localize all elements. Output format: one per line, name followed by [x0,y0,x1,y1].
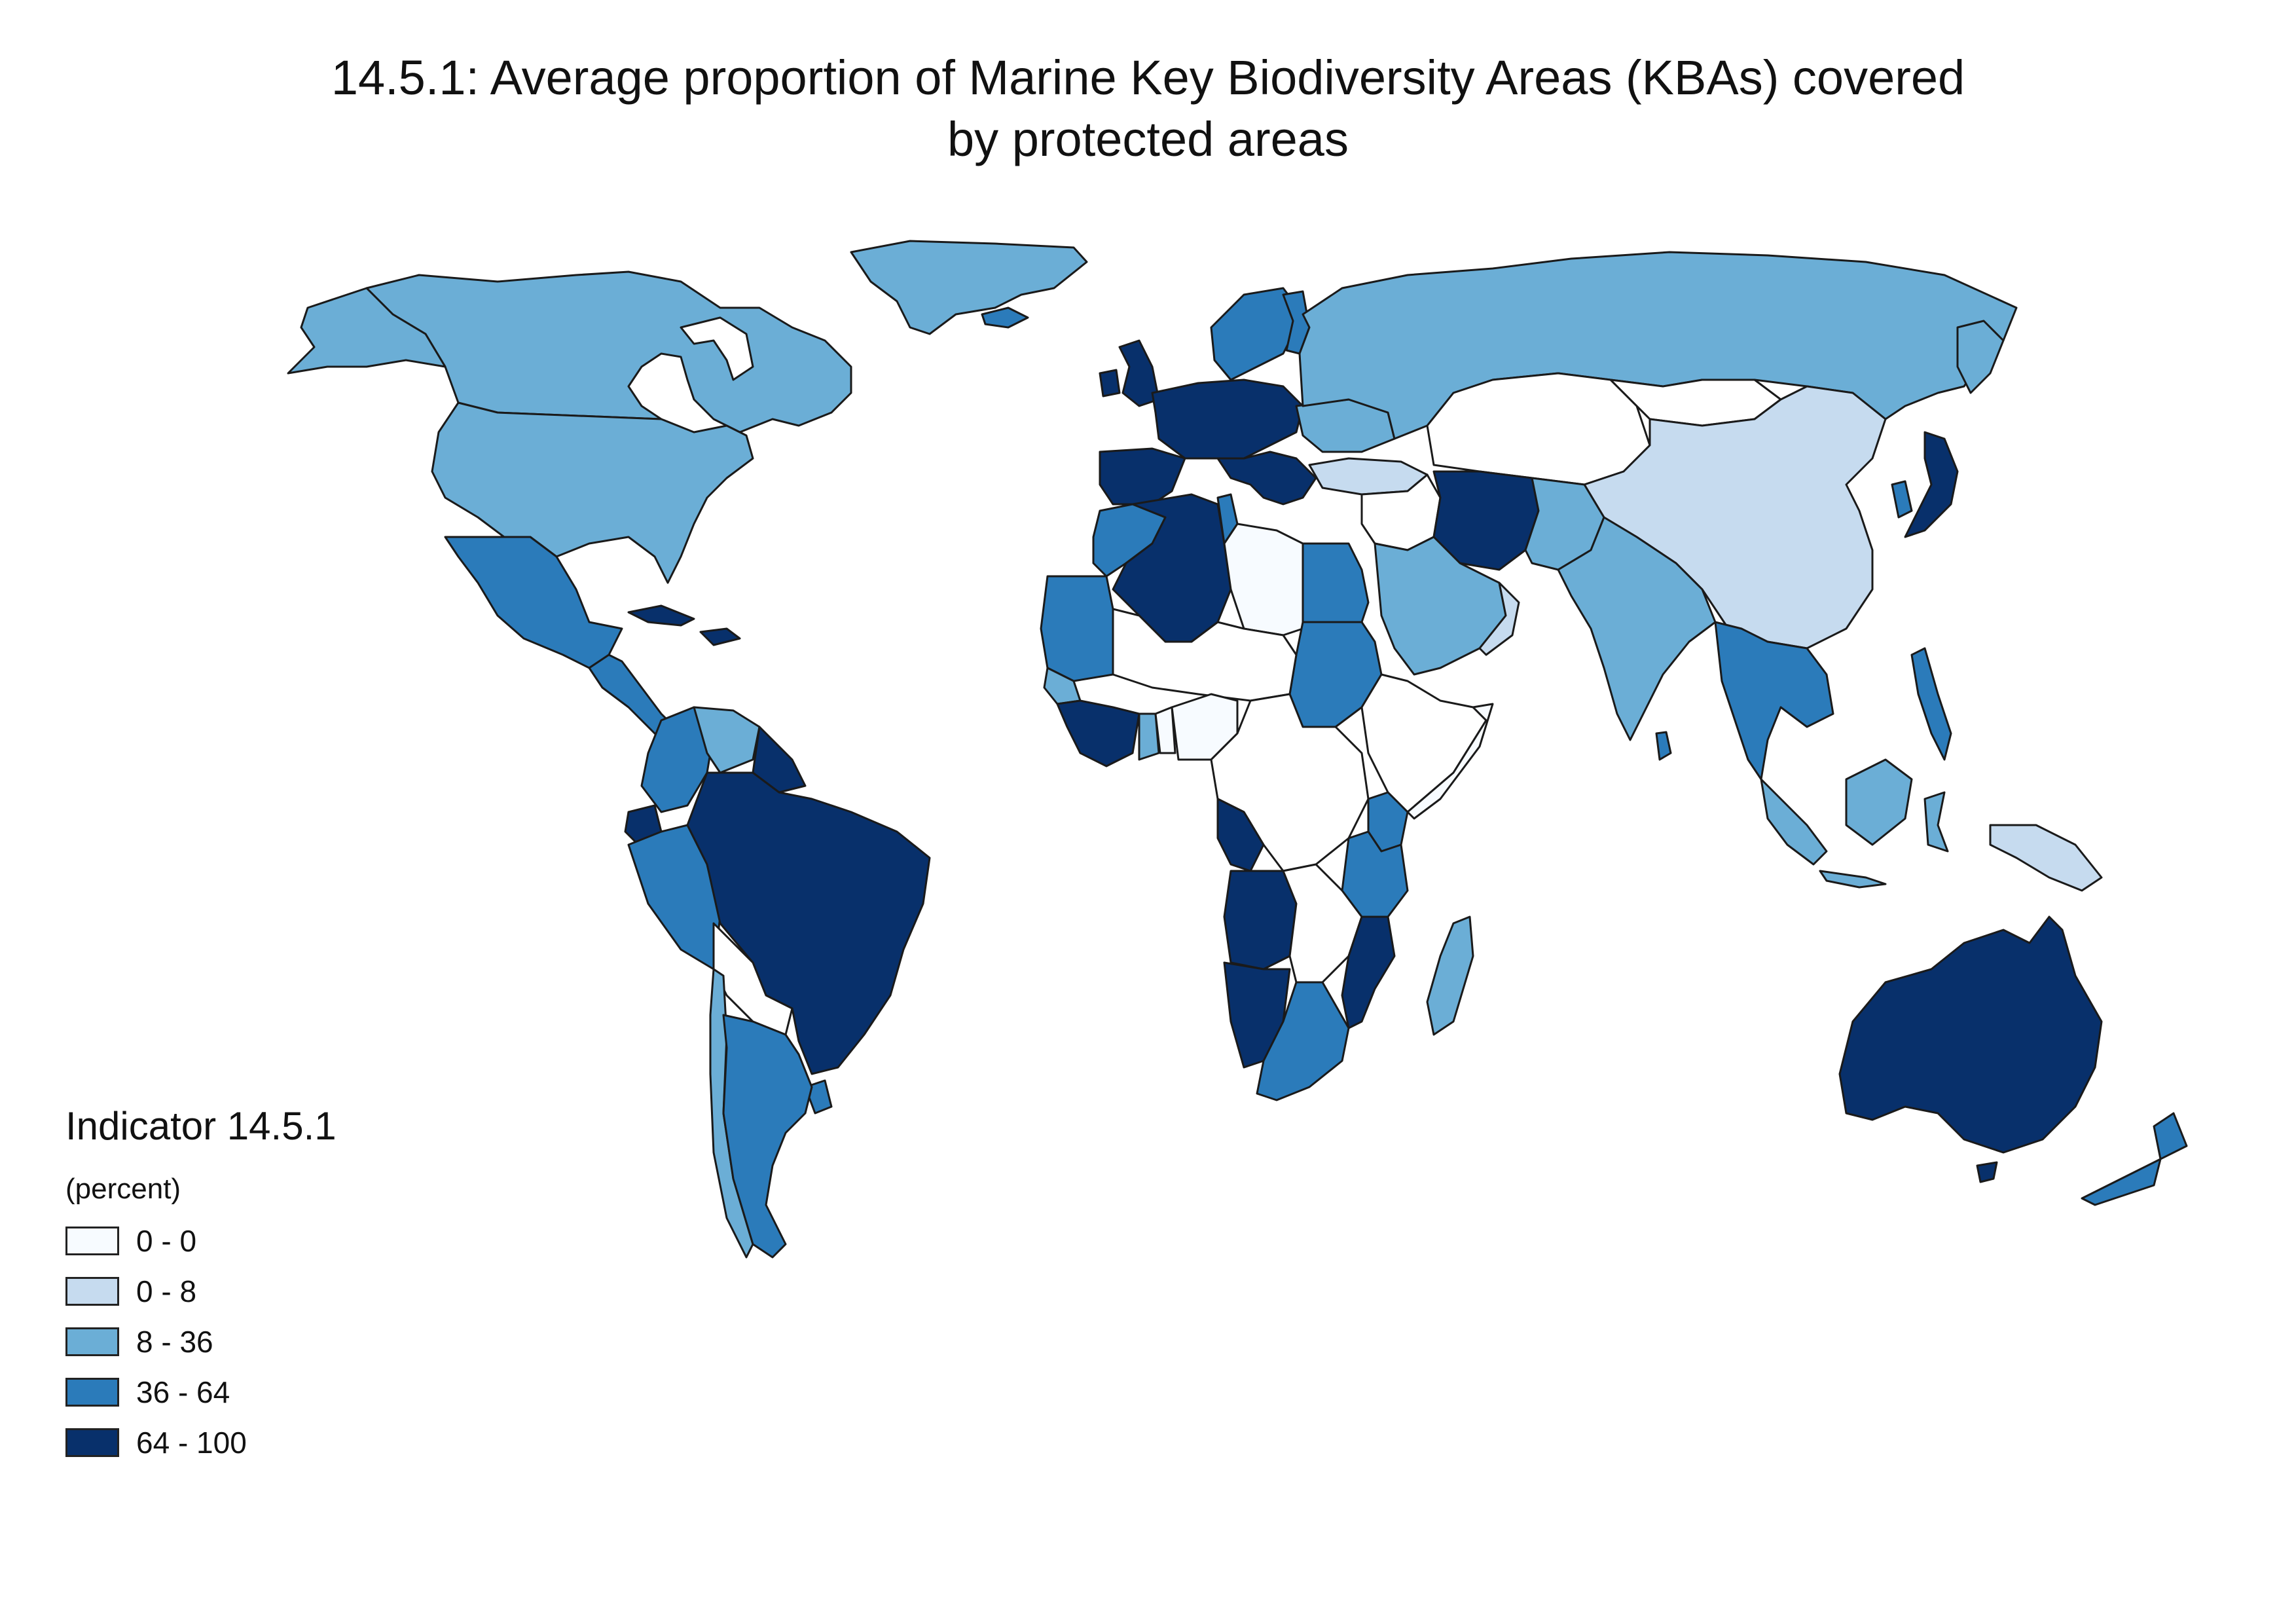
region-togo-benin[interactable] [1154,706,1176,754]
region-canada[interactable] [365,270,852,434]
region-philippines[interactable] [1910,647,1952,761]
region-australia[interactable] [1838,915,2103,1154]
legend-item-1: 0 - 8 [65,1266,337,1316]
region-java[interactable] [1819,870,1887,889]
region-iceland[interactable] [981,306,1029,329]
map-title: 14.5.1: Average proportion of Marine Key… [0,47,2296,170]
region-sulawesi[interactable] [1923,791,1949,853]
region-ireland[interactable] [1099,369,1121,397]
legend-item-2: 8 - 36 [65,1316,337,1367]
region-argentina[interactable] [722,1014,813,1259]
legend-swatch-0 [65,1226,119,1255]
region-mexico[interactable] [444,536,623,669]
legend-label-3: 36 - 64 [136,1375,230,1409]
region-hudson-bay [680,316,754,381]
legend-item-0: 0 - 0 [65,1215,337,1266]
region-sumatra-malaysia[interactable] [1760,778,1828,866]
region-united-states[interactable] [431,401,754,584]
region-sahel[interactable] [1112,608,1298,702]
region-guianas[interactable] [752,726,807,794]
region-alaska[interactable] [287,287,446,375]
legend-title: Indicator 14.5.1 [65,1104,337,1148]
region-new-guinea[interactable] [1989,824,2103,892]
map-title-line-2: by protected areas [947,112,1349,166]
region-somalia[interactable] [1406,703,1494,820]
region-zambia-zimbabwe[interactable] [1282,863,1363,984]
region-iberia[interactable] [1099,447,1186,506]
region-tasmania[interactable] [1976,1161,1998,1183]
region-italy-balkans[interactable] [1216,451,1317,506]
legend-item-4: 64 - 100 [65,1417,337,1467]
legend-label-0: 0 - 0 [136,1223,197,1258]
region-angola[interactable] [1223,870,1298,970]
region-libya[interactable] [1223,523,1304,637]
region-sri-lanka[interactable] [1655,731,1672,761]
legend-swatch-2 [65,1327,119,1356]
legend-swatch-4 [65,1428,119,1457]
region-japan[interactable] [1904,431,1959,538]
region-new-zealand[interactable] [2081,1112,2188,1206]
region-borneo[interactable] [1845,758,1913,846]
region-kamchatka[interactable] [1956,320,2005,394]
region-cuba[interactable] [627,604,695,627]
region-mozambique[interactable] [1341,915,1396,1029]
region-guinea-coast[interactable] [1056,699,1140,767]
legend-swatch-3 [65,1377,119,1407]
map-title-line-1: 14.5.1: Average proportion of Marine Key… [331,50,1965,105]
region-horn-of-africa[interactable] [1360,673,1487,813]
region-ghana[interactable] [1138,712,1160,761]
region-united-kingdom[interactable] [1118,339,1160,407]
legend-unit: (percent) [65,1173,181,1205]
region-india[interactable] [1557,516,1717,741]
legend: Indicator 14.5.1 (percent) 0 - 0 0 - 8 8… [65,1100,337,1467]
region-central-asia[interactable] [1426,372,1651,486]
region-egypt[interactable] [1302,542,1370,623]
region-hispaniola[interactable] [699,627,741,646]
region-iran[interactable] [1432,470,1540,571]
region-western-europe[interactable] [1151,378,1304,460]
region-greenland[interactable] [850,240,1088,335]
region-korea[interactable] [1891,480,1913,519]
region-southeast-asia[interactable] [1714,621,1834,781]
region-oman[interactable] [1478,581,1520,656]
region-south-africa[interactable] [1256,981,1350,1101]
legend-item-3: 36 - 64 [65,1367,337,1417]
region-mauritania[interactable] [1040,575,1114,682]
region-brazil[interactable] [686,771,931,1075]
legend-label-4: 64 - 100 [136,1425,247,1460]
region-scandinavia[interactable] [1210,287,1304,381]
legend-swatch-1 [65,1276,119,1306]
region-venezuela[interactable] [693,706,761,774]
region-madagascar[interactable] [1426,915,1474,1036]
legend-label-2: 8 - 36 [136,1324,213,1359]
legend-label-1: 0 - 8 [136,1274,197,1308]
